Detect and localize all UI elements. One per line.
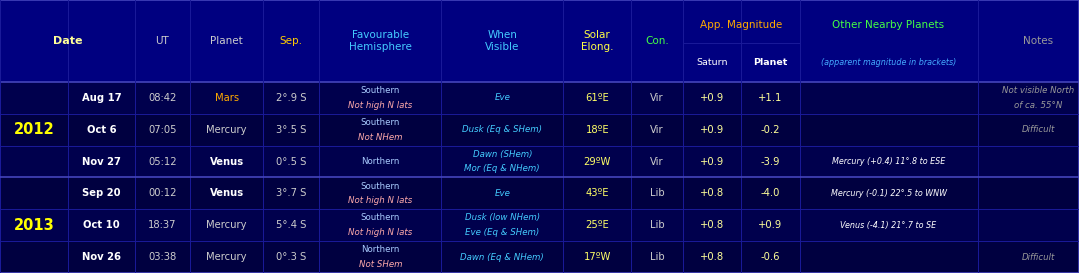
Text: 05:12: 05:12 xyxy=(148,156,177,167)
Text: Vir: Vir xyxy=(651,93,664,103)
Text: Eve (Eq & SHem): Eve (Eq & SHem) xyxy=(465,228,540,237)
Text: Date: Date xyxy=(53,36,82,46)
Text: Southern: Southern xyxy=(360,213,400,222)
Text: +0.9: +0.9 xyxy=(700,156,724,167)
Text: Lib: Lib xyxy=(650,220,665,230)
Text: 2°.9 S: 2°.9 S xyxy=(276,93,306,103)
Text: 5°.4 S: 5°.4 S xyxy=(276,220,306,230)
Text: +1.1: +1.1 xyxy=(759,93,782,103)
Text: Not high N lats: Not high N lats xyxy=(349,196,412,205)
Text: Saturn: Saturn xyxy=(696,58,728,67)
Text: Difficult: Difficult xyxy=(1022,125,1055,134)
Text: 25ºE: 25ºE xyxy=(585,220,610,230)
Text: +0.8: +0.8 xyxy=(700,188,724,198)
Text: Not NHem: Not NHem xyxy=(358,132,402,141)
Text: Not high N lats: Not high N lats xyxy=(349,101,412,110)
Text: 03:38: 03:38 xyxy=(148,252,177,262)
Text: Southern: Southern xyxy=(360,86,400,95)
Bar xyxy=(0,177,1079,209)
Text: -0.6: -0.6 xyxy=(761,252,780,262)
Text: 2013: 2013 xyxy=(14,218,54,233)
Text: Mercury: Mercury xyxy=(206,125,247,135)
Text: Dusk (low NHem): Dusk (low NHem) xyxy=(465,213,540,222)
Text: Difficult: Difficult xyxy=(1022,253,1055,262)
Text: Not SHem: Not SHem xyxy=(358,260,402,269)
Text: (apparent magnitude in brackets): (apparent magnitude in brackets) xyxy=(821,58,956,67)
Text: Oct 10: Oct 10 xyxy=(83,220,120,230)
Text: Not high N lats: Not high N lats xyxy=(349,228,412,237)
Text: -4.0: -4.0 xyxy=(761,188,780,198)
Text: +0.9: +0.9 xyxy=(700,125,724,135)
Text: Mercury: Mercury xyxy=(206,220,247,230)
Text: Venus: Venus xyxy=(209,156,244,167)
Text: App. Magnitude: App. Magnitude xyxy=(700,20,782,29)
Bar xyxy=(0,0,1079,82)
Text: 17ºW: 17ºW xyxy=(584,252,611,262)
Text: Nov 26: Nov 26 xyxy=(82,252,121,262)
Text: 08:42: 08:42 xyxy=(148,93,177,103)
Text: Planet: Planet xyxy=(753,58,788,67)
Bar xyxy=(0,114,1079,146)
Text: Not visible North: Not visible North xyxy=(1002,86,1075,95)
Text: Planet: Planet xyxy=(210,36,243,46)
Text: 3°.7 S: 3°.7 S xyxy=(276,188,306,198)
Text: 0°.5 S: 0°.5 S xyxy=(276,156,306,167)
Text: +0.9: +0.9 xyxy=(759,220,782,230)
Text: Lib: Lib xyxy=(650,252,665,262)
Text: Vir: Vir xyxy=(651,156,664,167)
Text: Eve: Eve xyxy=(494,189,510,198)
Text: When
Visible: When Visible xyxy=(486,30,519,52)
Text: +0.8: +0.8 xyxy=(700,252,724,262)
Text: Mars: Mars xyxy=(215,93,238,103)
Text: Sep 20: Sep 20 xyxy=(82,188,121,198)
Bar xyxy=(0,82,1079,114)
Text: Venus: Venus xyxy=(209,188,244,198)
Text: UT: UT xyxy=(155,36,169,46)
Text: 43ºE: 43ºE xyxy=(586,188,609,198)
Text: Aug 17: Aug 17 xyxy=(82,93,121,103)
Text: Dawn (SHem): Dawn (SHem) xyxy=(473,150,532,159)
Text: Lib: Lib xyxy=(650,188,665,198)
Bar xyxy=(0,209,1079,241)
Text: Mor (Eq & NHem): Mor (Eq & NHem) xyxy=(464,164,541,173)
Text: Dawn (Eq & NHem): Dawn (Eq & NHem) xyxy=(461,253,544,262)
Text: Mercury (-0.1) 22°.5 to WNW: Mercury (-0.1) 22°.5 to WNW xyxy=(831,189,946,198)
Text: 18:37: 18:37 xyxy=(148,220,177,230)
Text: Solar
Elong.: Solar Elong. xyxy=(581,30,614,52)
Text: of ca. 55°N: of ca. 55°N xyxy=(1014,101,1063,110)
Text: Northern: Northern xyxy=(361,157,399,166)
Text: 00:12: 00:12 xyxy=(148,188,177,198)
Text: +0.8: +0.8 xyxy=(700,220,724,230)
Text: Venus (-4.1) 21°.7 to SE: Venus (-4.1) 21°.7 to SE xyxy=(841,221,937,230)
Text: 3°.5 S: 3°.5 S xyxy=(276,125,306,135)
Text: 29ºW: 29ºW xyxy=(584,156,611,167)
Text: 61ºE: 61ºE xyxy=(585,93,610,103)
Text: Dusk (Eq & SHem): Dusk (Eq & SHem) xyxy=(462,125,543,134)
Bar xyxy=(0,146,1079,177)
Text: Northern: Northern xyxy=(361,245,399,254)
Text: Mercury: Mercury xyxy=(206,252,247,262)
Text: Southern: Southern xyxy=(360,182,400,191)
Text: -0.2: -0.2 xyxy=(761,125,780,135)
Text: Mercury (+0.4) 11°.8 to ESE: Mercury (+0.4) 11°.8 to ESE xyxy=(832,157,945,166)
Text: Favourable
Hemisphere: Favourable Hemisphere xyxy=(349,30,412,52)
Bar xyxy=(0,241,1079,273)
Text: -3.9: -3.9 xyxy=(761,156,780,167)
Text: +0.9: +0.9 xyxy=(700,93,724,103)
Text: Notes: Notes xyxy=(1024,36,1053,46)
Text: Vir: Vir xyxy=(651,125,664,135)
Text: 0°.3 S: 0°.3 S xyxy=(276,252,306,262)
Text: Sep.: Sep. xyxy=(279,36,303,46)
Text: Eve: Eve xyxy=(494,93,510,102)
Text: Nov 27: Nov 27 xyxy=(82,156,121,167)
Text: 07:05: 07:05 xyxy=(148,125,177,135)
Text: Southern: Southern xyxy=(360,118,400,127)
Text: Other Nearby Planets: Other Nearby Planets xyxy=(833,20,944,29)
Text: 18ºE: 18ºE xyxy=(586,125,609,135)
Text: Oct 6: Oct 6 xyxy=(86,125,117,135)
Text: 2012: 2012 xyxy=(14,122,54,137)
Text: Con.: Con. xyxy=(645,36,669,46)
